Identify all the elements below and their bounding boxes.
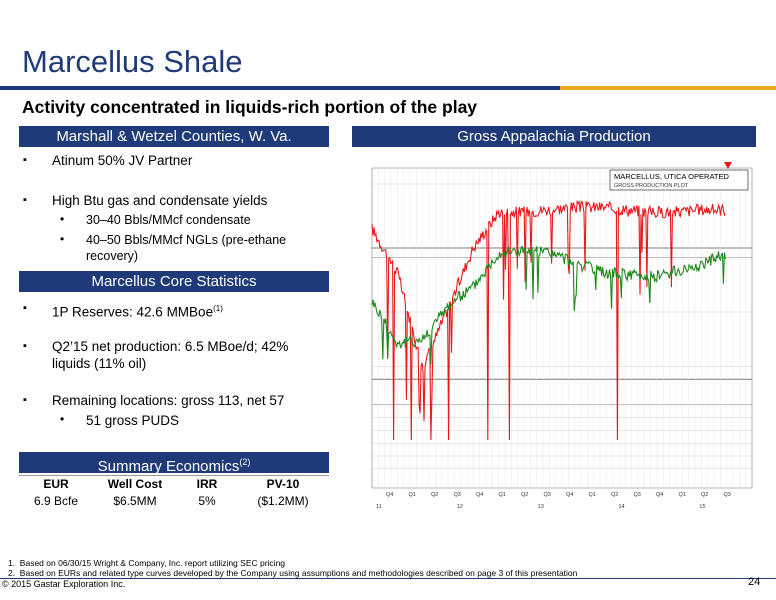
list-item: 30–40 Bbls/MMcf condensate <box>86 213 251 227</box>
list-item: 1P Reserves: 42.6 MMBoe(1) <box>52 300 223 321</box>
x-tick-label: Q3 <box>544 492 551 498</box>
table-header-row: EUR Well Cost IRR PV-10 <box>19 475 329 492</box>
footnote-ref: (2) <box>239 457 251 467</box>
x-tick-label: Q3 <box>634 492 641 498</box>
cell-pv10: ($1.2MM) <box>257 493 309 508</box>
bullet-list-core: ▪ 1P Reserves: 42.6 MMBoe(1) ▪ Q2’15 net… <box>0 296 340 436</box>
list-item: Remaining locations: gross 113, net 57 <box>52 393 285 408</box>
x-tick-label: Q4 <box>476 492 483 498</box>
table-divider <box>19 475 329 476</box>
col-header-pv10: PV-10 <box>266 476 300 491</box>
year-label: 11 <box>376 504 382 510</box>
x-tick-label: Q4 <box>566 492 573 498</box>
page-number: 24 <box>748 576 761 588</box>
list-item: High Btu gas and condensate yields <box>52 193 268 208</box>
series-line-green <box>371 245 726 365</box>
x-tick-label: Q2 <box>701 492 708 498</box>
square-bullet-icon: ▪ <box>23 340 27 352</box>
page-title: Marcellus Shale <box>22 44 243 79</box>
chart-grid <box>371 167 753 489</box>
chart-box-subtitle: GROSS PRODUCTION PLOT <box>614 183 689 189</box>
square-bullet-icon: ▪ <box>23 194 27 206</box>
square-bullet-icon: ▪ <box>23 302 27 314</box>
copyright: © 2015 Gastar Exploration Inc. <box>2 579 126 589</box>
marker-triangle-icon <box>724 162 732 169</box>
bullet-list-top: ▪ Atinum 50% JV Partner ▪ High Btu gas a… <box>0 150 340 270</box>
chart-series <box>371 199 726 441</box>
x-tick-label: Q2 <box>431 492 438 498</box>
reserves-text: 1P Reserves: 42.6 MMBoe <box>52 304 214 320</box>
production-chart: Q4 Q1 Q2 Q3 Q4 Q1 Q2 Q3 Q4 Q1 Q2 Q3 Q4 Q1 Q2 Q3 11 12 13 14… <box>352 148 756 514</box>
col-header-well-cost: Well Cost <box>107 476 163 491</box>
chart-label-box <box>609 169 749 191</box>
x-tick-label: Q4 <box>386 492 393 498</box>
list-item: Q2’15 net production: 6.5 MBoe/d; 42% <box>52 339 289 354</box>
title-rule-navy <box>0 86 560 90</box>
x-tick-label: Q3 <box>454 492 461 498</box>
x-tick-label: Q1 <box>409 492 416 498</box>
chart-y-labels <box>352 183 358 184</box>
core-stats-header: Marcellus Core Statistics <box>19 271 329 292</box>
x-tick-label: Q4 <box>656 492 663 498</box>
title-rule-gold <box>560 86 776 90</box>
col-header-eur: EUR <box>43 476 69 491</box>
dot-bullet-icon: • <box>60 212 65 226</box>
x-tick-label: Q1 <box>679 492 686 498</box>
list-item: 40–50 Bbls/MMcf NGLs (pre-ethane <box>86 233 287 247</box>
economics-table: EUR Well Cost IRR PV-10 6.9 Bcfe $6.5MM … <box>19 475 329 509</box>
dot-bullet-icon: • <box>60 232 65 246</box>
x-tick-label: Q1 <box>589 492 596 498</box>
year-label: 12 <box>457 504 463 510</box>
footnote-ref: (1) <box>213 304 223 313</box>
footer-rule <box>0 578 776 579</box>
page-subtitle: Activity concentrated in liquids-rich po… <box>22 97 478 117</box>
square-bullet-icon: ▪ <box>23 154 27 166</box>
x-tick-label: Q2 <box>521 492 528 498</box>
cell-irr: 5% <box>198 493 216 508</box>
col-header-irr: IRR <box>196 476 218 491</box>
left-section-header: Marshall & Wetzel Counties, W. Va. <box>19 126 329 147</box>
year-label: 13 <box>538 504 544 510</box>
year-label: 14 <box>619 504 625 510</box>
chart-x-ticks: Q4 Q1 Q2 Q3 Q4 Q1 Q2 Q3 Q4 Q1 Q2 Q3 Q4 Q1 Q2 Q3 11 12 13 14… <box>376 492 731 510</box>
cell-eur: 6.9 Bcfe <box>33 493 79 508</box>
cell-well-cost: $6.5MM <box>113 493 157 508</box>
footnote-2: 2. Based on EURs and related type curves… <box>8 568 578 578</box>
year-label: 15 <box>699 504 705 510</box>
series-line-red <box>371 199 726 441</box>
list-item-continued: liquids (11% oil) <box>52 356 147 371</box>
summary-economics-header: Summary Economics(2) <box>19 452 329 475</box>
square-bullet-icon: ▪ <box>23 394 27 406</box>
dot-bullet-icon: • <box>60 412 65 426</box>
x-tick-label: Q2 <box>611 492 618 498</box>
summary-economics-title: Summary Economics <box>97 458 240 475</box>
footnote-1: 1. Based on 06/30/15 Wright & Company, I… <box>8 558 286 568</box>
x-tick-label: Q1 <box>499 492 506 498</box>
list-item-continued: recovery) <box>86 249 139 263</box>
list-item: Atinum 50% JV Partner <box>52 153 193 168</box>
x-tick-label: Q3 <box>724 492 731 498</box>
plot-frame <box>371 167 753 489</box>
list-item: 51 gross PUDS <box>86 413 180 428</box>
chart-box-title: MARCELLUS, UTICA OPERATED <box>614 172 729 181</box>
table-row: 6.9 Bcfe $6.5MM 5% ($1.2MM) <box>19 492 329 509</box>
chart-section-header: Gross Appalachia Production <box>352 126 756 147</box>
